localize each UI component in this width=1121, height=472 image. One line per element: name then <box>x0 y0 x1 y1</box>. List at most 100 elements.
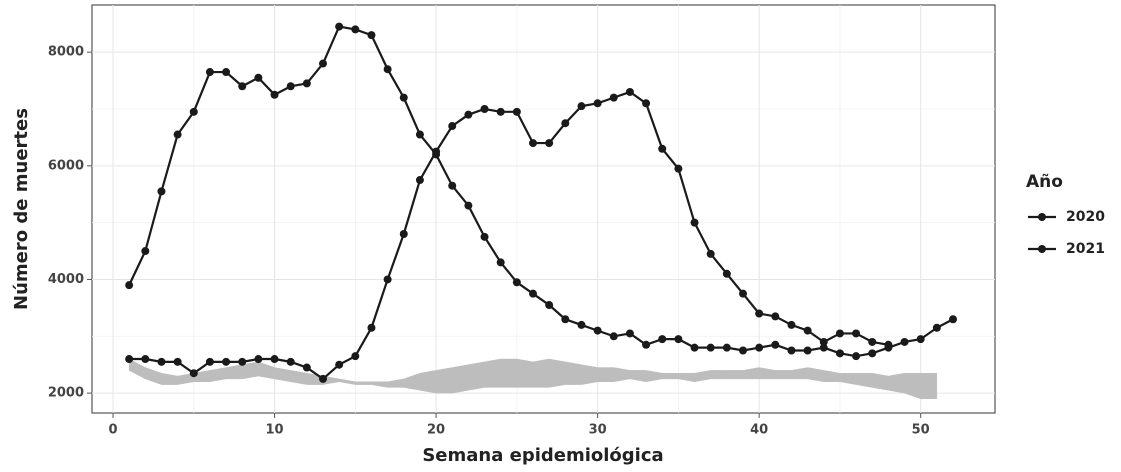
series-point <box>932 323 941 332</box>
series-point <box>464 110 473 119</box>
series-point <box>835 329 844 338</box>
series-point <box>835 349 844 358</box>
series-point <box>755 343 764 352</box>
series-point <box>399 230 408 239</box>
series-point <box>593 326 602 335</box>
series-point <box>722 343 731 352</box>
series-point <box>157 187 166 196</box>
series-point <box>351 352 360 361</box>
series-point <box>335 360 344 369</box>
plot-panel <box>91 4 996 414</box>
series-point <box>625 329 634 338</box>
series-point <box>222 68 231 77</box>
series-point <box>658 335 667 344</box>
series-point <box>302 363 311 372</box>
series-point <box>173 357 182 366</box>
series-point <box>448 181 457 190</box>
series-line <box>128 25 954 358</box>
series-point <box>125 355 134 364</box>
x-tick-label: 10 <box>265 423 283 438</box>
series-point <box>496 107 505 116</box>
series-point <box>787 320 796 329</box>
series-point <box>819 337 828 346</box>
series-point <box>512 278 521 287</box>
series-point <box>319 59 327 68</box>
series-point <box>238 82 247 91</box>
series-point <box>173 130 182 139</box>
series-point <box>335 22 344 31</box>
series-point <box>949 315 957 324</box>
y-tick-label: 6000 <box>48 158 84 173</box>
series-point <box>609 332 618 341</box>
x-tick-label: 0 <box>108 423 117 438</box>
series-point <box>205 357 214 366</box>
series-point <box>706 343 715 352</box>
series-point <box>415 176 424 185</box>
series-point <box>432 150 441 159</box>
series-point <box>690 218 699 227</box>
series-point <box>383 275 392 284</box>
series-point <box>286 82 295 91</box>
x-tick-label: 40 <box>750 423 768 438</box>
series-point <box>480 232 489 241</box>
series-point <box>852 352 861 361</box>
series-point <box>593 99 602 108</box>
series-point <box>480 104 489 113</box>
legend-title: Año <box>1026 172 1063 192</box>
reference-band <box>128 358 938 400</box>
series-point <box>803 326 812 335</box>
y-tick-label: 4000 <box>48 272 84 287</box>
series-point <box>852 329 861 338</box>
series-point <box>270 90 279 99</box>
series-point <box>609 93 618 102</box>
series-point <box>739 289 747 298</box>
series-point <box>254 73 263 82</box>
series-point <box>787 346 796 355</box>
series-point <box>803 346 812 355</box>
series-point <box>577 320 586 329</box>
y-tick-label: 2000 <box>48 386 84 401</box>
series-point <box>642 340 651 349</box>
series-point <box>868 337 877 346</box>
plot-layer <box>92 5 995 413</box>
x-tick-label: 20 <box>427 423 445 438</box>
legend-label: 2020 <box>1066 209 1105 225</box>
series-point <box>690 343 699 352</box>
series-point <box>577 102 586 111</box>
series-point <box>739 346 747 355</box>
y-tick-label: 8000 <box>48 45 84 60</box>
series-point <box>755 309 764 318</box>
series-point <box>189 107 198 116</box>
series-point <box>722 269 731 278</box>
x-tick-label: 50 <box>912 423 930 438</box>
series-point <box>157 357 166 366</box>
series-point <box>319 374 327 383</box>
series-point <box>916 335 925 344</box>
series-point <box>561 315 570 324</box>
series-point <box>642 99 651 108</box>
series-point <box>238 357 247 366</box>
series-point <box>367 323 376 332</box>
series-point <box>674 335 683 344</box>
y-axis-title: Número de muertes <box>11 108 32 310</box>
series-point <box>529 139 537 148</box>
series-point <box>771 312 780 321</box>
series-point <box>270 355 279 364</box>
series-point <box>561 119 570 128</box>
series-point <box>254 355 263 364</box>
series-point <box>286 357 295 366</box>
series-point <box>125 281 134 290</box>
series-point <box>415 130 424 139</box>
legend-point <box>1038 213 1046 221</box>
series-point <box>464 201 473 210</box>
series-point <box>448 122 457 131</box>
series-point <box>529 289 537 298</box>
series-point <box>496 258 505 267</box>
x-tick-label: 30 <box>589 423 607 438</box>
series-point <box>900 337 909 346</box>
series-point <box>141 355 150 364</box>
series-point <box>868 349 877 358</box>
series-point <box>512 107 521 116</box>
series-point <box>302 79 311 88</box>
series-point <box>884 343 893 352</box>
